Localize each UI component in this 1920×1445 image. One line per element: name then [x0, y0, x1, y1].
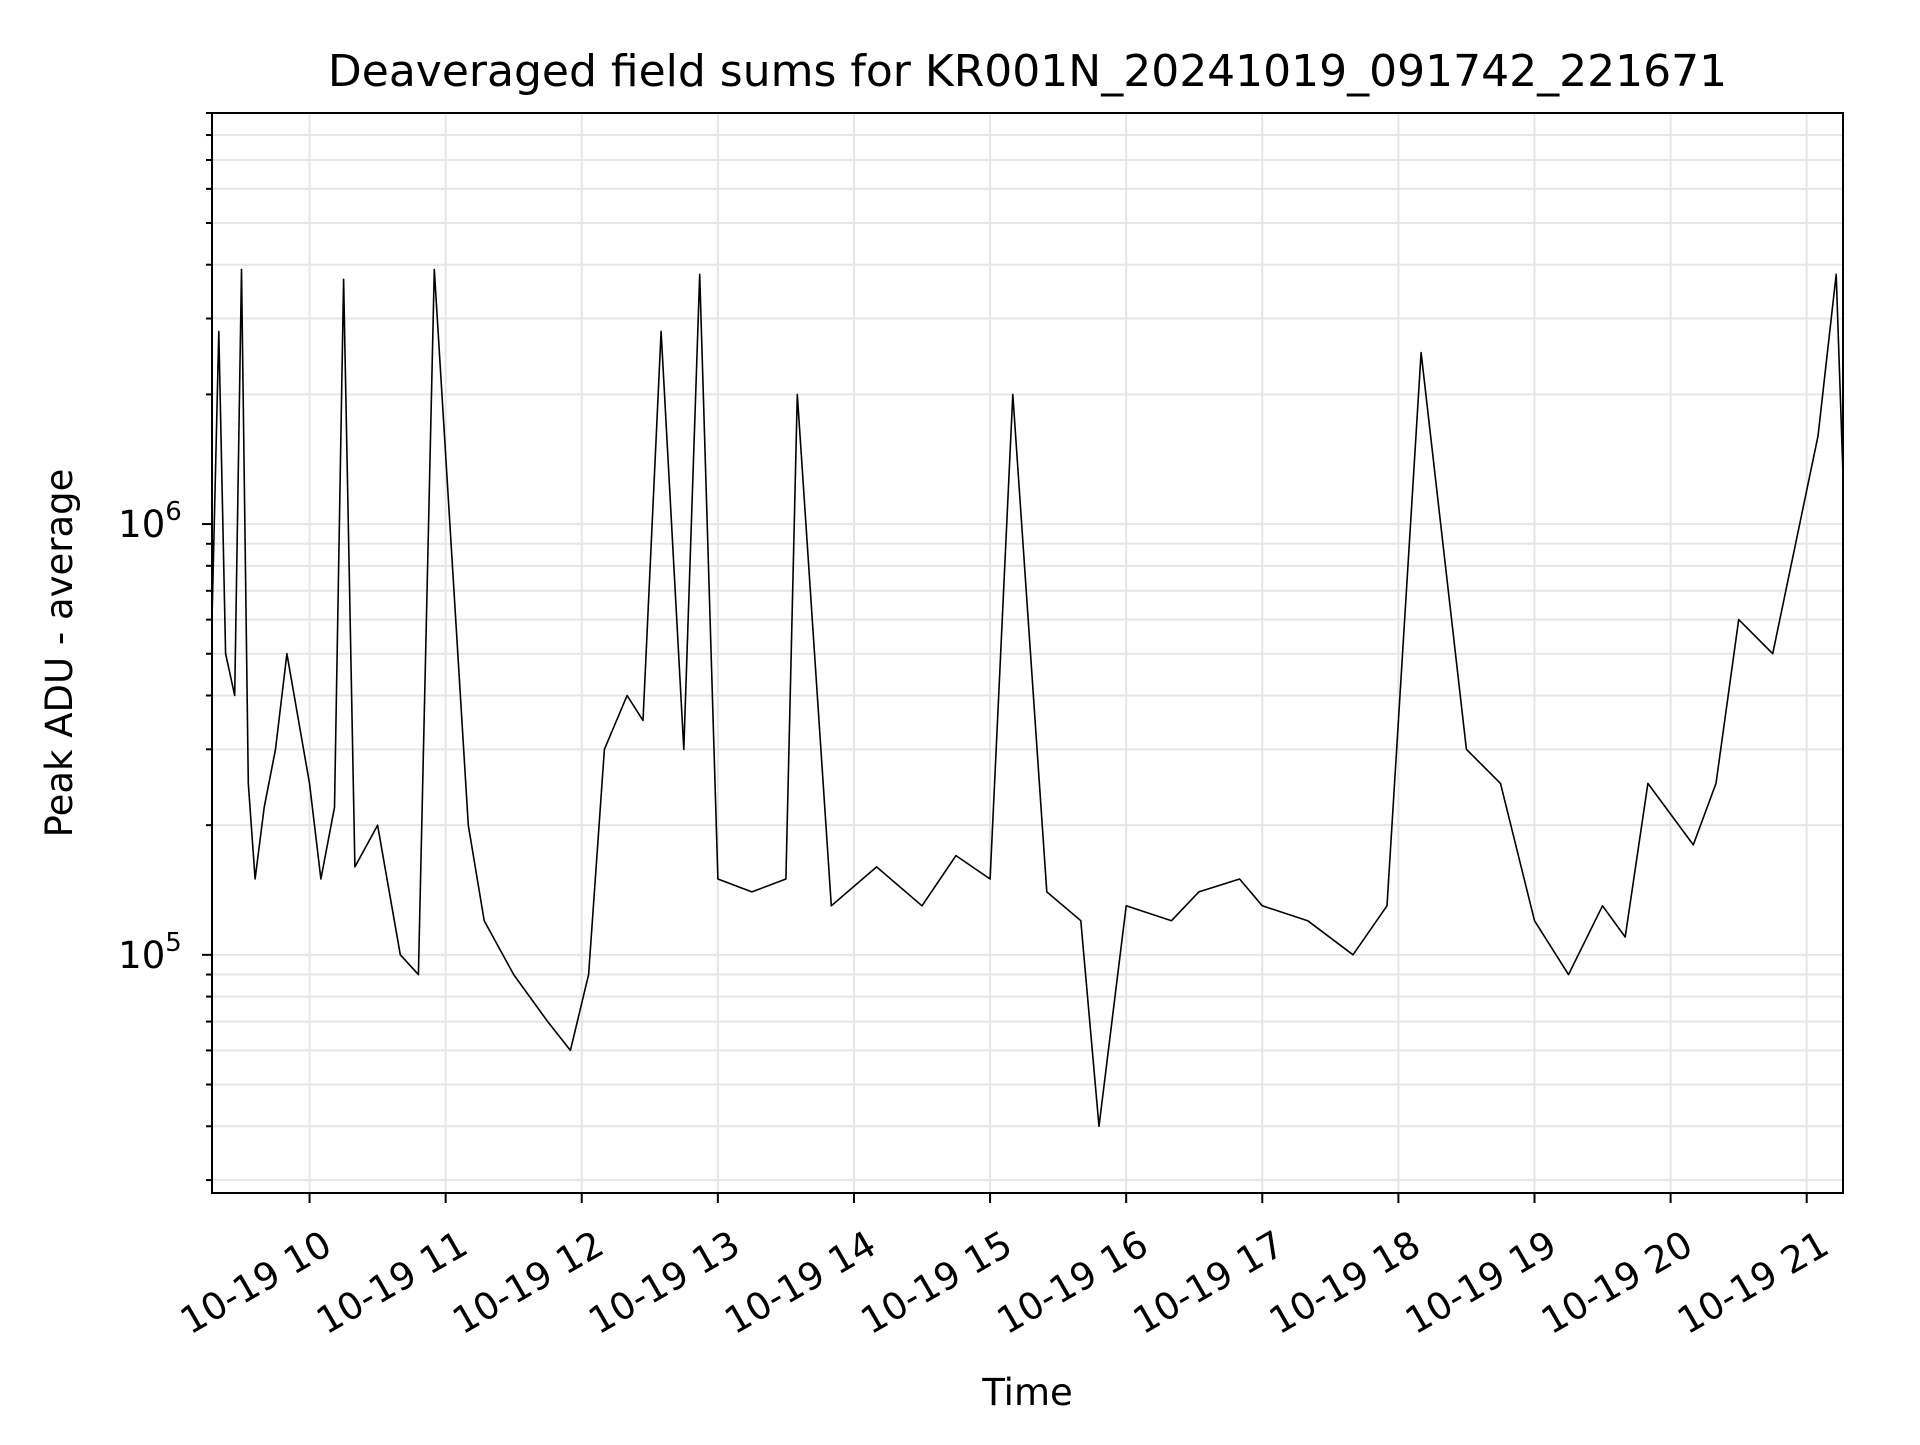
x-axis-label: Time: [981, 1371, 1073, 1414]
series-line: [211, 268, 1844, 1128]
y-tick-label: 106: [118, 497, 182, 546]
series-layer: [211, 268, 1844, 1128]
chart-title: Deaveraged field sums for KR001N_2024101…: [328, 46, 1727, 97]
y-axis-label: Peak ADU - average: [38, 469, 81, 838]
y-tick-label: 105: [118, 928, 182, 977]
